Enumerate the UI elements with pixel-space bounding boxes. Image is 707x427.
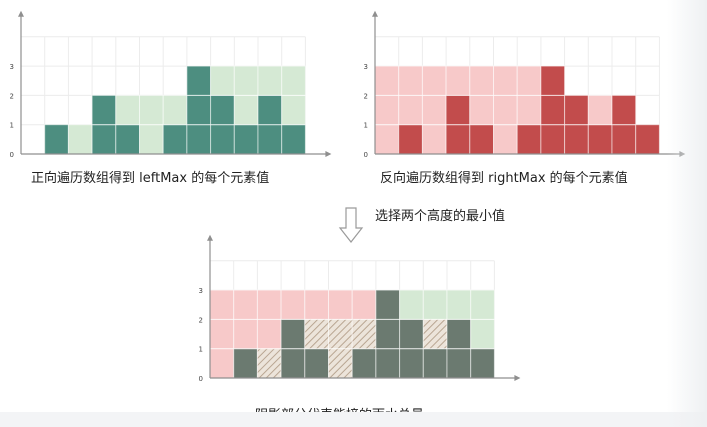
water-cell	[352, 319, 376, 349]
max-fill-cell	[210, 290, 234, 378]
right-max-bar	[469, 124, 494, 154]
y-tick-label: 3	[199, 287, 203, 295]
y-tick-label: 1	[364, 122, 368, 130]
right-max-bar	[398, 124, 423, 154]
down-arrow-icon	[338, 207, 364, 243]
left-max-fill	[68, 124, 93, 154]
y-tick-label: 0	[10, 151, 14, 159]
wall-bar	[233, 348, 258, 378]
y-tick-label: 3	[10, 63, 14, 71]
wall-bar	[423, 348, 447, 378]
left-max-bar	[234, 124, 258, 154]
y-tick-label: 0	[199, 375, 203, 383]
y-tick-label: 0	[364, 151, 368, 159]
x-axis-arrow-icon	[325, 151, 332, 157]
cell-outline	[611, 94, 637, 126]
y-tick-label: 1	[10, 122, 14, 130]
bottom-fade	[0, 412, 707, 427]
wall-bar	[375, 290, 400, 378]
left-max-bar	[115, 124, 140, 154]
right-max-bar	[517, 124, 541, 154]
water-cell	[257, 348, 282, 378]
left-max-chart: 0 1 2 3	[10, 10, 332, 159]
right-chart-caption: 反向遍历数组得到 rightMax 的每个元素值	[380, 171, 628, 186]
left-max-bar	[44, 124, 69, 154]
cell-outline	[281, 65, 306, 96]
right-max-bar	[540, 66, 565, 154]
min-note: 选择两个高度的最小值	[375, 209, 506, 224]
y-tick-label: 2	[364, 92, 368, 100]
y-axis-arrow-icon	[372, 10, 378, 17]
wall-bar	[470, 348, 495, 378]
y-axis-arrow-icon	[18, 10, 24, 17]
water-chart: 0 1 2 3	[199, 234, 521, 383]
right-edge-shade	[667, 0, 707, 427]
cell-outline	[540, 65, 566, 96]
cell-outline	[470, 289, 495, 320]
water-cell	[423, 319, 447, 349]
y-tick-label: 2	[199, 316, 203, 324]
right-max-fill	[422, 66, 447, 154]
y-tick-label: 3	[364, 63, 368, 71]
y-tick-label: 2	[10, 92, 14, 100]
left-max-bar	[163, 124, 187, 154]
right-max-fill	[493, 66, 518, 154]
left-max-bar	[186, 66, 211, 154]
wall-bar	[352, 348, 376, 378]
left-chart-caption: 正向遍历数组得到 leftMax 的每个元素值	[31, 171, 270, 186]
right-max-fill	[375, 66, 399, 154]
wall-bar	[304, 348, 329, 378]
y-tick-label: 1	[199, 346, 203, 354]
right-max-bar	[635, 124, 660, 154]
left-max-bar	[281, 124, 306, 154]
x-axis-arrow-icon	[514, 375, 521, 381]
y-axis-arrow-icon	[207, 234, 213, 241]
right-max-chart: 0 1 2 3	[364, 10, 686, 159]
right-max-bar	[588, 124, 612, 154]
water-cell	[304, 319, 329, 349]
